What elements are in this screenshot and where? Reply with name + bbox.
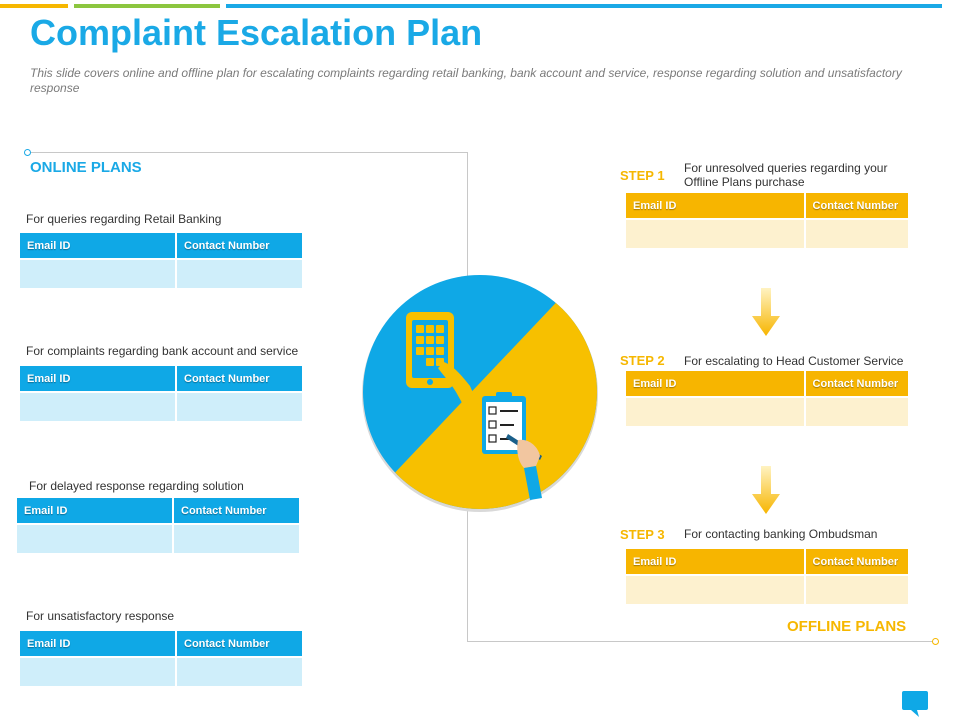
contact-number-cell[interactable] — [176, 391, 302, 421]
email-id-cell[interactable] — [626, 396, 806, 426]
step-3-description: For contacting banking Ombudsman — [684, 527, 878, 541]
contact-number-cell[interactable] — [173, 523, 299, 553]
step-1-table: Email ID Contact Number — [626, 193, 908, 248]
offline-connector-dot — [932, 638, 939, 645]
online-plan-table-3: Email ID Contact Number — [17, 498, 299, 553]
checklist-clipboard-icon — [482, 392, 542, 500]
email-id-header: Email ID — [20, 233, 177, 259]
email-id-header: Email ID — [20, 631, 177, 657]
contact-number-header: Contact Number — [804, 193, 908, 219]
email-id-cell[interactable] — [626, 218, 806, 248]
email-id-header: Email ID — [17, 498, 174, 524]
top-accent-bar-green — [74, 4, 220, 8]
online-plan-label-1: For queries regarding Retail Banking — [26, 212, 222, 226]
online-plans-title: ONLINE PLANS — [30, 159, 142, 176]
online-plan-table-2: Email ID Contact Number — [20, 366, 302, 421]
email-id-cell[interactable] — [20, 258, 177, 288]
top-accent-bar-blue — [226, 4, 942, 8]
step-3-table: Email ID Contact Number — [626, 549, 908, 604]
center-circle-graphic — [362, 275, 598, 512]
contact-number-header: Contact Number — [804, 549, 908, 575]
online-plan-label-2: For complaints regarding bank account an… — [26, 344, 299, 358]
online-plan-label-4: For unsatisfactory response — [26, 609, 175, 623]
contact-number-header: Contact Number — [173, 498, 299, 524]
contact-number-header: Contact Number — [176, 366, 302, 392]
contact-number-cell[interactable] — [176, 258, 302, 288]
email-id-cell[interactable] — [626, 574, 806, 604]
online-connector-dot — [24, 149, 31, 156]
top-accent-bar-orange — [0, 4, 68, 8]
online-connector-line — [31, 152, 467, 153]
email-id-cell[interactable] — [20, 391, 177, 421]
contact-number-cell[interactable] — [804, 218, 908, 248]
step-3-label: STEP 3 — [620, 527, 665, 542]
contact-number-cell[interactable] — [176, 656, 302, 686]
step-2-description: For escalating to Head Customer Service — [684, 354, 904, 368]
email-id-header: Email ID — [626, 371, 806, 397]
contact-number-header: Contact Number — [176, 631, 302, 657]
email-id-header: Email ID — [626, 549, 806, 575]
step-1-description: For unresolved queries regarding your Of… — [684, 161, 888, 189]
online-plan-table-1: Email ID Contact Number — [20, 233, 302, 288]
email-id-cell[interactable] — [17, 523, 174, 553]
down-arrow-icon — [752, 288, 780, 336]
contact-number-header: Contact Number — [176, 233, 302, 259]
online-plan-label-3: For delayed response regarding solution — [29, 479, 244, 493]
offline-connector-line — [467, 641, 933, 642]
circle-yellow-half — [363, 275, 597, 509]
offline-plans-title: OFFLINE PLANS — [787, 618, 907, 635]
step-2-table: Email ID Contact Number — [626, 371, 908, 426]
contact-number-cell[interactable] — [804, 396, 908, 426]
down-arrow-icon — [752, 466, 780, 514]
tablet-touch-icon — [406, 312, 478, 410]
contact-number-header: Contact Number — [804, 371, 908, 397]
step-1-label: STEP 1 — [620, 168, 665, 183]
step-2-label: STEP 2 — [620, 353, 665, 368]
page-title: Complaint Escalation Plan — [30, 12, 483, 53]
email-id-cell[interactable] — [20, 656, 177, 686]
email-id-header: Email ID — [626, 193, 806, 219]
contact-number-cell[interactable] — [804, 574, 908, 604]
chat-bubble-icon[interactable] — [901, 690, 929, 718]
email-id-header: Email ID — [20, 366, 177, 392]
page-subtitle: This slide covers online and offline pla… — [30, 66, 902, 95]
online-plan-table-4: Email ID Contact Number — [20, 631, 302, 686]
